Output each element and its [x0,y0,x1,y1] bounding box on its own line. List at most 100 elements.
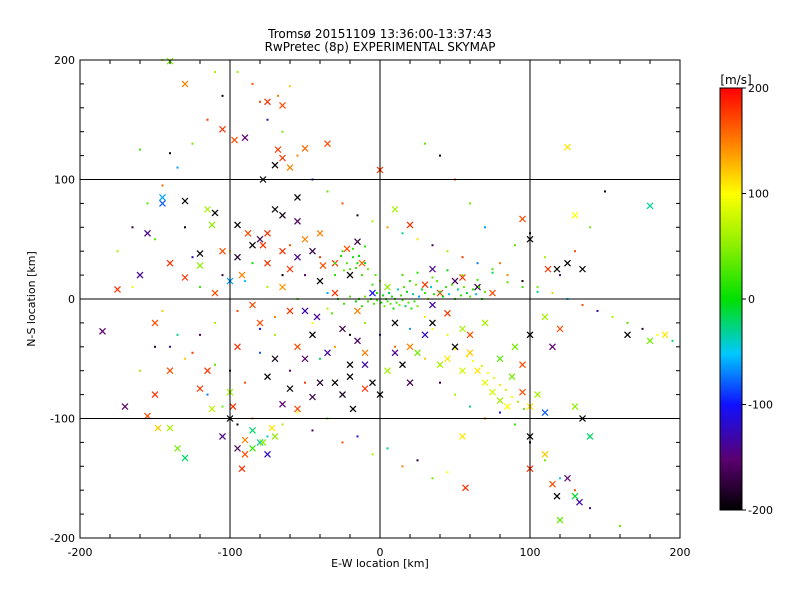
y-tick-labels: 200 100 0 -100 -200 [50,54,75,545]
data-point-dot [176,166,179,169]
data-point-x [361,385,369,393]
data-point-x [181,454,189,462]
data-point-dot [446,471,449,474]
data-point-x [174,444,181,452]
data-point-dot [346,262,348,265]
data-point-dot [304,381,306,384]
data-point-x [444,309,451,317]
data-point-x [166,367,174,375]
data-point-dot [221,94,224,97]
data-point-x [301,235,309,243]
data-point-dot [466,292,468,295]
data-point-dot [214,70,216,73]
data-point-x [196,385,204,393]
data-point-dot [416,459,419,462]
data-point-x [331,289,339,297]
data-point-dot [446,269,449,272]
data-point-dot [424,142,426,145]
data-point-dot [367,268,369,271]
data-point-x [229,403,237,410]
data-point-x [571,492,579,500]
data-point-x [451,343,459,351]
data-point-x [646,202,654,210]
data-point-x [294,253,301,261]
data-point-dot [466,355,468,358]
data-point-x [294,194,301,201]
data-point-dot [184,226,186,229]
x-tick-label: 200 [670,546,691,559]
data-point-x [406,343,414,351]
data-point-dot [191,351,194,354]
data-point-dot [671,339,674,342]
data-point-dot [463,286,465,289]
data-point-x [271,161,279,169]
data-point-x [429,301,436,309]
data-point-dot [116,250,119,253]
data-point-dot [448,293,450,296]
data-point-dot [146,202,149,205]
data-point-x [316,379,324,387]
data-point-x [421,331,429,339]
data-point-x [462,484,469,492]
data-point-x [301,145,309,152]
data-point-dot [439,381,441,384]
data-point-x [331,379,339,387]
data-point-dot [191,256,194,259]
data-point-x [309,393,316,401]
data-point-dot [376,299,378,302]
data-point-x [301,355,309,363]
data-point-x [166,424,174,432]
data-point-x [508,373,516,381]
data-point-dot [191,142,194,145]
data-point-dot [445,286,447,289]
data-point-x [249,301,256,309]
data-point-dot [214,321,216,324]
data-point-dot [394,345,396,348]
data-point-x [208,405,216,413]
data-point-dot [221,274,224,277]
data-point-dot [481,364,483,367]
data-point-x [231,136,238,144]
data-point-x [489,289,496,297]
data-point-x [279,154,286,162]
data-point-dot [199,286,201,289]
data-point-dot [340,254,342,257]
data-point-dot [431,276,434,279]
colorbar-tick-label: 0 [748,293,755,306]
data-point-dot [400,294,402,297]
data-point-x [99,327,106,335]
data-point-x [249,444,256,452]
data-point-x [571,211,579,219]
data-point-dot [439,290,441,293]
scatter-points [99,57,674,528]
data-point-dot [409,327,411,330]
data-point-dot [389,302,392,305]
data-point-x [361,349,369,357]
data-point-dot [589,226,591,229]
data-point-dot [401,299,404,302]
data-point-x [444,355,451,363]
data-point-x [259,438,267,446]
data-point-dot [319,256,321,259]
data-point-dot [406,290,408,293]
data-point-dot [574,489,576,492]
data-point-dot [536,286,539,289]
data-point-x [219,247,226,255]
data-point-dot [356,262,359,265]
data-point-dot [589,507,591,510]
data-point-dot [266,435,269,438]
data-point-dot [469,295,471,298]
x-tick-label: 0 [377,546,384,559]
data-point-x [279,247,286,255]
data-point-x [384,367,391,375]
data-point-x [208,221,216,229]
data-point-dot [259,351,261,354]
data-point-x [286,385,294,393]
data-point-dot [398,303,401,306]
data-point-dot [319,357,321,360]
data-point-dot [352,256,354,259]
data-point-x [459,325,466,333]
data-point-x [316,229,324,237]
data-point-dot [356,435,359,438]
data-point-x [316,277,324,285]
